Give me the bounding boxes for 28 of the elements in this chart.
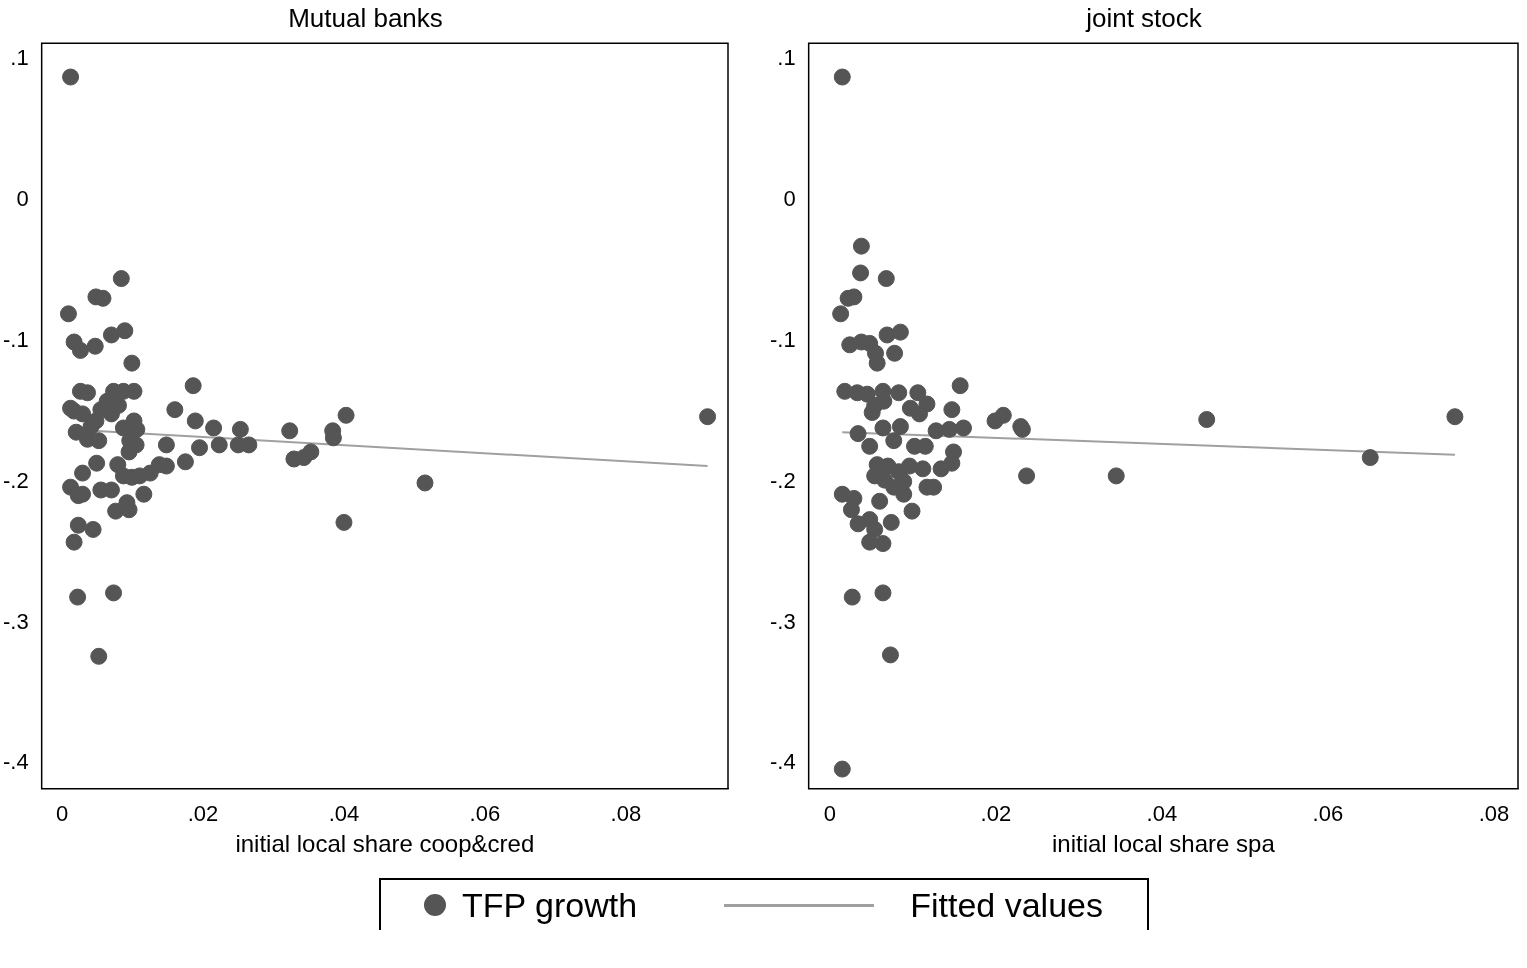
y-tick-label: -.2 (769, 467, 796, 493)
x-tick-label: .08 (610, 801, 642, 827)
x-tick-label: .02 (187, 801, 219, 827)
legend-label: TFP growth (462, 885, 638, 925)
y-tick-label: -.3 (2, 608, 29, 634)
x-tick-label: .04 (328, 801, 360, 827)
y-tick-label: -.1 (2, 326, 29, 352)
y-tick-label: -.2 (2, 467, 29, 493)
x-tick-label: 0 (823, 801, 836, 827)
x-tick-label: .06 (1312, 801, 1344, 827)
chart-title: Mutual banks (288, 2, 443, 33)
y-tick-label: -.1 (769, 326, 796, 352)
y-tick-label: 0 (783, 185, 796, 211)
y-tick-label: -.3 (769, 608, 796, 634)
y-tick-label: .1 (777, 44, 796, 70)
y-tick-label: -.4 (2, 749, 29, 775)
chart-title: joint stock (1085, 2, 1203, 33)
x-axis-title: initial local share spa (1051, 830, 1276, 858)
x-axis-title: initial local share coop&cred (235, 830, 535, 858)
y-tick-label: .1 (10, 44, 29, 70)
x-tick-label: .04 (1146, 801, 1178, 827)
y-tick-label: 0 (16, 185, 29, 211)
x-tick-label: .08 (1478, 801, 1510, 827)
x-tick-label: 0 (55, 801, 69, 827)
legend-label: Fitted values (910, 885, 1103, 925)
x-tick-label: .02 (980, 801, 1012, 827)
y-tick-label: -.4 (769, 749, 796, 775)
x-tick-label: .06 (469, 801, 501, 827)
